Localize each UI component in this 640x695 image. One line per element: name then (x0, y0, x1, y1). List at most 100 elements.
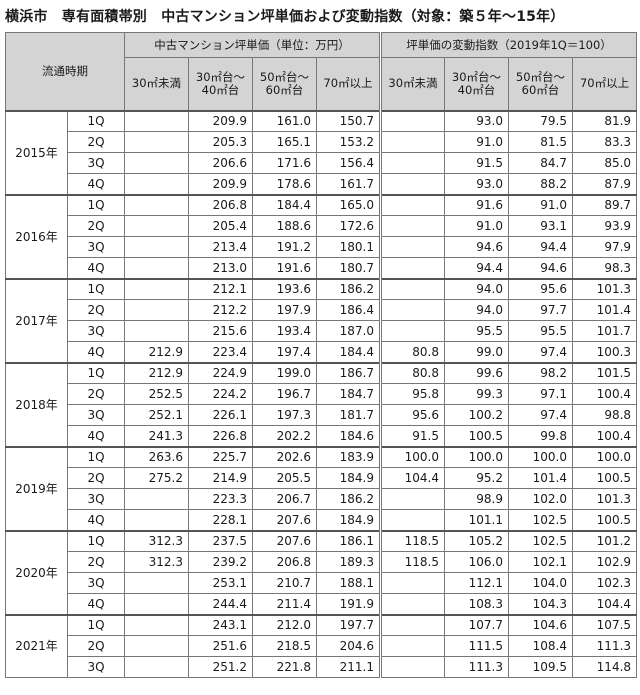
index-cell: 98.2 (508, 361, 573, 384)
quarter-cell: 4Q (67, 425, 125, 447)
quarter-cell: 3Q (67, 488, 125, 510)
price-cell: 184.4 (252, 193, 317, 216)
price-cell: 186.2 (316, 488, 381, 510)
index-cell (379, 656, 445, 678)
price-cell: 206.8 (252, 551, 317, 573)
price-cell: 252.5 (124, 383, 189, 405)
quarter-cell: 1Q (67, 193, 125, 216)
price-cell: 212.1 (188, 277, 253, 300)
price-cell: 188.1 (316, 572, 381, 594)
price-cell: 213.4 (188, 236, 253, 258)
index-cell: 109.5 (508, 656, 573, 678)
price-cell (124, 572, 189, 594)
index-cell: 89.7 (571, 193, 638, 216)
index-cell: 100.5 (571, 509, 638, 531)
index-cell: 91.0 (508, 193, 573, 216)
index-cell: 100.4 (571, 383, 638, 405)
index-cell: 108.3 (444, 593, 509, 615)
index-cell: 93.0 (444, 173, 509, 195)
price-cell (124, 509, 189, 531)
price-cell: 241.3 (124, 425, 189, 447)
quarter-cell: 4Q (67, 593, 125, 615)
price-cell: 150.7 (316, 109, 381, 132)
price-col-header: 50㎡台〜60㎡台 (252, 57, 317, 111)
index-cell: 101.4 (571, 299, 638, 321)
price-cell: 184.9 (316, 467, 381, 489)
price-cell: 165.1 (252, 131, 317, 153)
price-cell: 224.2 (188, 383, 253, 405)
price-cell: 243.1 (188, 613, 253, 636)
year-cell: 2016年 (5, 193, 68, 279)
index-cell: 104.0 (508, 572, 573, 594)
price-cell: 211.1 (316, 656, 381, 678)
quarter-cell: 3Q (67, 572, 125, 594)
price-cell: 197.3 (252, 404, 317, 426)
price-cell: 213.0 (188, 257, 253, 279)
index-cell: 95.5 (444, 320, 509, 342)
price-cell (124, 613, 189, 636)
price-col-header: 30㎡未満 (124, 57, 189, 111)
price-cell: 180.1 (316, 236, 381, 258)
index-cell (379, 572, 445, 594)
table-row: 2020年 1Q 312.3 237.5 207.6 186.1 118.5 105.2 102… (5, 529, 638, 615)
price-cell: 186.1 (316, 529, 381, 552)
table-row: 2Q 251.6 218.5 204.6 111.5 108.4 111.3 (6, 635, 638, 657)
index-cell (379, 635, 445, 657)
table-row: 2Q 212.2 197.9 186.4 94.0 97.7 101.4 (6, 299, 638, 321)
table-row: 3Q 252.1 226.1 197.3 181.7 95.6 100.2 97.4 98.8 (6, 404, 638, 426)
index-cell: 81.5 (508, 131, 573, 153)
price-cell: 251.6 (188, 635, 253, 657)
price-cell: 197.4 (252, 341, 317, 363)
price-cell: 206.6 (188, 152, 253, 174)
price-cell: 202.6 (252, 445, 317, 468)
index-cell: 83.3 (571, 131, 638, 153)
index-cell: 100.0 (508, 445, 573, 468)
index-cell: 102.9 (571, 551, 638, 573)
price-cell: 275.2 (124, 467, 189, 489)
quarter-cell: 2Q (67, 299, 125, 321)
price-cell: 223.4 (188, 341, 253, 363)
quarter-cell: 2Q (67, 635, 125, 657)
index-cell (379, 277, 445, 300)
index-cell: 101.2 (571, 529, 638, 552)
price-cell: 206.7 (252, 488, 317, 510)
price-cell: 312.3 (124, 551, 189, 573)
price-cell: 225.7 (188, 445, 253, 468)
index-group-header: 坪単価の変動指数（2019年1Q＝100） (378, 32, 638, 58)
table-row: 3Q 223.3 206.7 186.2 98.9 102.0 101.3 (6, 488, 638, 510)
price-cell: 184.4 (316, 341, 381, 363)
year-cell: 2020年 (5, 529, 68, 615)
quarter-cell: 1Q (67, 613, 125, 636)
price-cell (124, 131, 189, 153)
index-cell: 101.4 (508, 467, 573, 489)
index-cell: 106.0 (444, 551, 509, 573)
price-cell: 191.9 (316, 593, 381, 615)
index-cell: 99.0 (444, 341, 509, 363)
quarter-cell: 3Q (67, 236, 125, 258)
price-cell: 228.1 (188, 509, 253, 531)
index-cell: 98.9 (444, 488, 509, 510)
index-cell: 100.0 (379, 445, 445, 468)
quarter-cell: 3Q (67, 320, 125, 342)
price-cell: 207.6 (252, 529, 317, 552)
index-cell: 84.7 (508, 152, 573, 174)
price-cell: 212.9 (124, 341, 189, 363)
index-cell: 100.0 (571, 445, 638, 468)
quarter-cell: 2Q (67, 131, 125, 153)
table-row: 3Q 253.1 210.7 188.1 112.1 104.0 102.3 (6, 572, 638, 594)
index-cell: 102.5 (508, 509, 573, 531)
price-cell (124, 257, 189, 279)
table-row: 2021年 1Q 243.1 212.0 197.7 107.7 104.6 107.5 (5, 613, 638, 678)
price-col-header: 70㎡以上 (316, 57, 381, 111)
index-cell: 104.6 (508, 613, 573, 636)
price-cell: 211.4 (252, 593, 317, 615)
table-row: 4Q 213.0 191.6 180.7 94.4 94.6 98.3 (6, 257, 638, 279)
index-cell: 91.6 (444, 193, 509, 216)
price-cell: 263.6 (124, 445, 189, 468)
table-row: 2019年 1Q 263.6 225.7 202.6 183.9 100.0 100.0 100… (5, 445, 638, 531)
price-cell: 204.6 (316, 635, 381, 657)
table-row: 4Q 209.9 178.6 161.7 93.0 88.2 87.9 (6, 173, 638, 195)
index-cell: 95.6 (508, 277, 573, 300)
price-cell: 239.2 (188, 551, 253, 573)
price-cell: 205.4 (188, 215, 253, 237)
